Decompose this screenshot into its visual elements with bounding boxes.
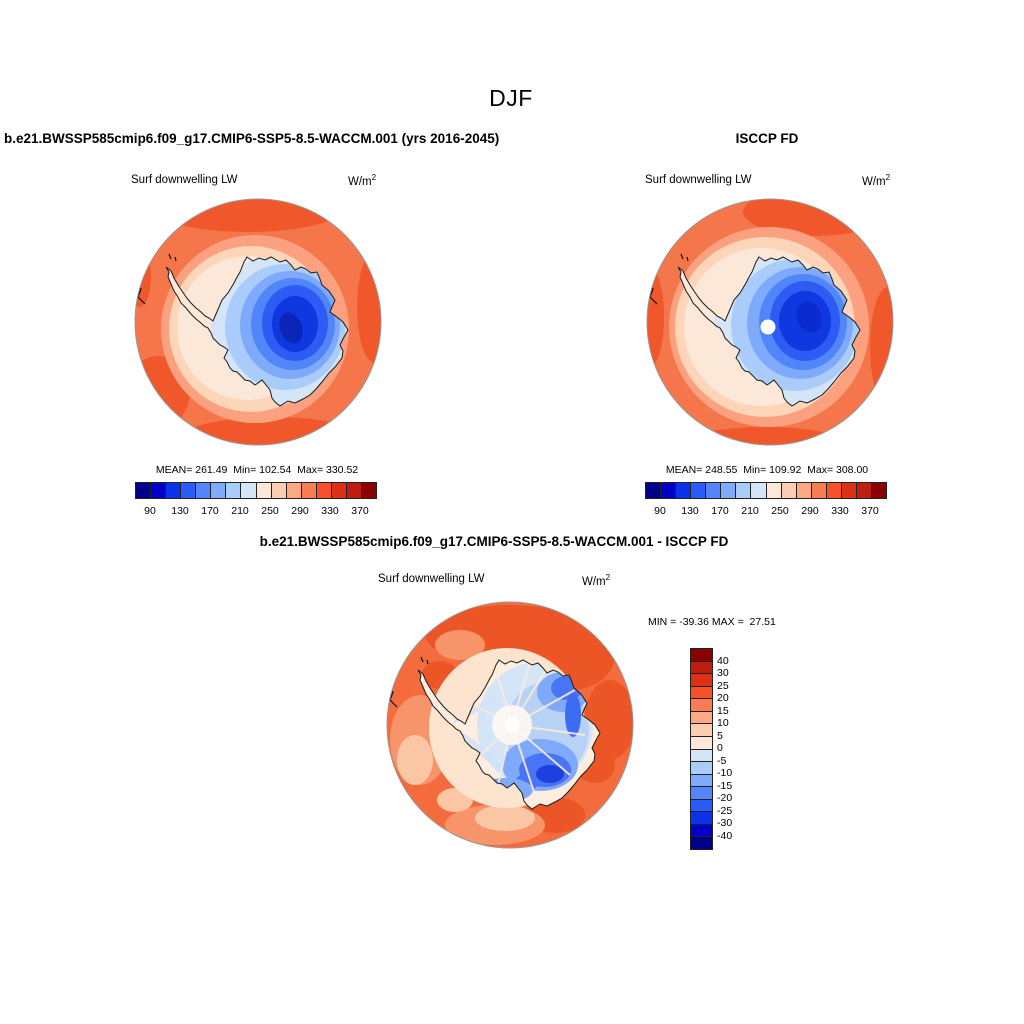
diff-units-label: W/m2 bbox=[582, 573, 610, 588]
right-units-sup: 2 bbox=[885, 173, 891, 182]
left-map-ice-interior bbox=[211, 257, 348, 405]
right-colorbar-ticks: 90 130 170 210 250 290 330 370 bbox=[654, 505, 879, 517]
diff-map-interior bbox=[453, 660, 593, 802]
left-polar-map bbox=[134, 198, 382, 446]
right-units-text: W/m bbox=[862, 175, 886, 188]
diff-colorbar-labels: 40 30 25 20 15 10 5 0 -5 -10 -15 -20 -25 -30 -40 bbox=[717, 654, 733, 842]
figure-title: DJF bbox=[489, 85, 533, 111]
right-stats: MEAN= 248.55 Min= 109.92 Max= 308.00 bbox=[665, 464, 869, 476]
diff-units-sup: 2 bbox=[605, 573, 611, 582]
right-map-rim bbox=[646, 198, 894, 446]
diff-field-label: Surf downwelling LW bbox=[378, 573, 485, 585]
right-colorbar bbox=[645, 482, 887, 499]
left-case-header: b.e21.BWSSP585cmip6.f09_g17.CMIP6-SSP5-8… bbox=[4, 131, 500, 146]
left-colorbar-ticks: 90 130 170 210 250 290 330 370 bbox=[144, 505, 369, 517]
diff-colorbar bbox=[690, 648, 713, 850]
diff-map-pole-hole bbox=[504, 717, 520, 733]
right-map-ice-interior bbox=[714, 257, 860, 405]
left-map-rim bbox=[134, 198, 382, 446]
right-units-label: W/m2 bbox=[862, 173, 890, 188]
diff-stats: MIN = -39.36 MAX = 27.51 bbox=[648, 616, 776, 628]
left-units-text: W/m bbox=[348, 175, 372, 188]
right-polar-map bbox=[646, 198, 894, 446]
right-case-header: ISCCP FD bbox=[735, 131, 799, 146]
left-units-label: W/m2 bbox=[348, 173, 376, 188]
left-units-sup: 2 bbox=[371, 173, 377, 182]
diff-map-rim bbox=[386, 601, 634, 849]
diff-units-text: W/m bbox=[582, 575, 606, 588]
right-map-pole-hole bbox=[760, 319, 776, 335]
diff-header: b.e21.BWSSP585cmip6.f09_g17.CMIP6-SSP5-8… bbox=[259, 534, 729, 549]
left-stats: MEAN= 261.49 Min= 102.54 Max= 330.52 bbox=[155, 464, 359, 476]
right-field-label: Surf downwelling LW bbox=[645, 174, 752, 186]
diff-polar-map bbox=[386, 601, 634, 849]
left-field-label: Surf downwelling LW bbox=[131, 174, 238, 186]
left-colorbar bbox=[135, 482, 377, 499]
